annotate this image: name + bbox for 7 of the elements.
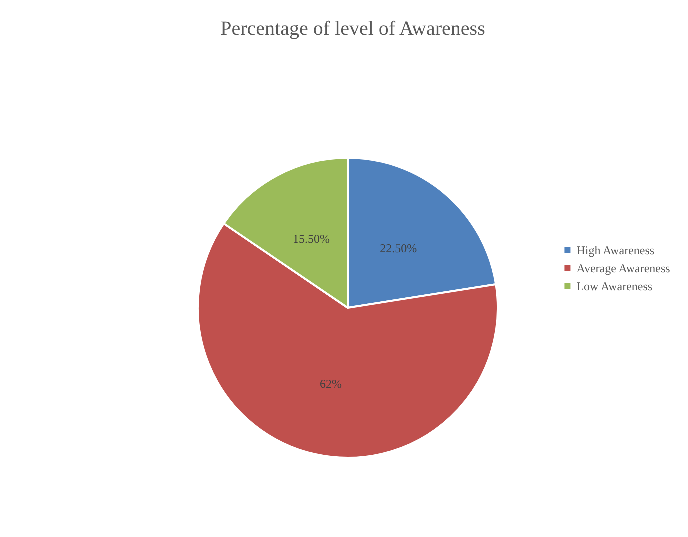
chart-title: Percentage of level of Awareness: [220, 18, 486, 40]
legend-label: Low Awareness: [576, 280, 653, 294]
legend-label: Average Awareness: [576, 262, 671, 276]
data-label: 15.50%: [293, 232, 330, 246]
data-label: 62%: [320, 377, 342, 392]
legend-label: High Awareness: [576, 244, 655, 258]
data-label: 22.50%: [380, 242, 418, 256]
